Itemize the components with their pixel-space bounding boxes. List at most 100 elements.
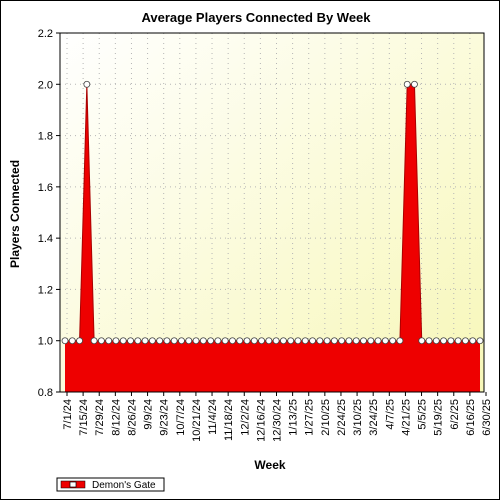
x-tick-label: 2/24/25 bbox=[336, 399, 348, 436]
data-point bbox=[258, 337, 265, 345]
data-point bbox=[469, 337, 477, 345]
data-point bbox=[309, 337, 316, 345]
legend-series-name: Demon's Gate bbox=[92, 480, 156, 491]
y-tick-label: 2.2 bbox=[38, 28, 53, 40]
data-point bbox=[454, 337, 462, 345]
x-tick-label: 11/4/24 bbox=[207, 399, 219, 435]
data-point bbox=[352, 337, 360, 345]
x-tick-label: 3/24/25 bbox=[368, 399, 380, 436]
data-point bbox=[403, 80, 411, 88]
x-tick-label: 4/7/25 bbox=[384, 399, 396, 430]
data-point bbox=[170, 337, 178, 345]
data-point bbox=[148, 337, 156, 345]
y-axis-label: Players Connected bbox=[8, 160, 22, 268]
data-point bbox=[360, 337, 367, 345]
x-tick-label: 12/16/24 bbox=[255, 399, 267, 442]
data-point bbox=[323, 337, 331, 345]
x-tick-label: 7/1/24 bbox=[62, 399, 74, 430]
data-point bbox=[294, 337, 302, 345]
x-tick-label: 6/30/25 bbox=[481, 399, 493, 436]
data-point bbox=[476, 337, 484, 345]
data-point bbox=[134, 337, 142, 345]
data-point bbox=[411, 80, 418, 88]
data-point bbox=[90, 337, 98, 345]
x-tick-label: 3/10/25 bbox=[352, 399, 364, 436]
data-point bbox=[425, 337, 433, 345]
legend: Demon's Gate bbox=[56, 477, 165, 492]
y-tick-label: 1.2 bbox=[38, 284, 53, 296]
data-point bbox=[243, 337, 251, 345]
data-point bbox=[105, 337, 113, 345]
x-tick-label: 5/5/25 bbox=[417, 399, 429, 430]
data-point bbox=[330, 337, 338, 345]
x-tick-label: 6/16/25 bbox=[465, 399, 477, 436]
legend-marker bbox=[69, 481, 77, 488]
data-point bbox=[447, 337, 455, 345]
data-point bbox=[440, 337, 447, 345]
x-tick-label: 9/23/24 bbox=[159, 399, 171, 436]
data-point bbox=[236, 337, 244, 345]
y-tick-label: 1.4 bbox=[38, 233, 53, 245]
data-point bbox=[156, 337, 164, 345]
data-point bbox=[418, 337, 426, 345]
data-point bbox=[221, 337, 229, 345]
data-point bbox=[199, 337, 207, 345]
data-point bbox=[345, 337, 353, 345]
x-tick-label: 9/9/24 bbox=[143, 399, 155, 430]
series-line bbox=[65, 83, 480, 342]
y-tick-label: 1.6 bbox=[38, 182, 53, 194]
series-area bbox=[65, 84, 480, 392]
data-point bbox=[374, 337, 382, 345]
x-tick-label: 11/18/24 bbox=[223, 399, 235, 441]
data-point bbox=[462, 337, 469, 345]
x-axis-label: Week bbox=[254, 458, 285, 472]
x-tick-label: 2/10/25 bbox=[320, 399, 332, 436]
data-point bbox=[316, 337, 324, 345]
y-tick-label: 1.0 bbox=[38, 336, 53, 348]
data-point bbox=[76, 337, 83, 345]
x-tick-label: 5/19/25 bbox=[433, 399, 445, 436]
plot-border bbox=[59, 32, 485, 393]
x-tick-label: 7/15/24 bbox=[78, 399, 90, 436]
data-point bbox=[83, 80, 91, 88]
x-tick-label: 6/2/25 bbox=[449, 399, 461, 430]
data-point bbox=[272, 337, 280, 345]
x-tick-label: 1/13/25 bbox=[288, 399, 300, 436]
data-point bbox=[250, 337, 258, 345]
data-point bbox=[119, 337, 127, 345]
data-point bbox=[287, 337, 295, 345]
data-point bbox=[280, 337, 287, 345]
data-point bbox=[389, 337, 397, 345]
data-point bbox=[396, 337, 404, 345]
data-point bbox=[207, 337, 215, 345]
data-point bbox=[192, 337, 200, 345]
data-point bbox=[141, 337, 149, 345]
x-tick-label: 12/30/24 bbox=[272, 399, 284, 442]
x-tick-label: 1/27/25 bbox=[304, 399, 316, 436]
data-point bbox=[338, 337, 346, 345]
data-point bbox=[61, 337, 69, 345]
x-tick-label: 10/21/24 bbox=[191, 399, 203, 442]
data-point bbox=[98, 337, 105, 345]
data-point bbox=[178, 337, 185, 345]
y-tick-label: 2.0 bbox=[38, 79, 53, 91]
data-point bbox=[185, 337, 193, 345]
data-point bbox=[301, 337, 309, 345]
x-tick-label: 8/12/24 bbox=[110, 399, 122, 436]
x-tick-label: 4/21/25 bbox=[400, 399, 412, 436]
data-point bbox=[265, 337, 273, 345]
data-point bbox=[381, 337, 389, 345]
data-point bbox=[163, 337, 171, 345]
chart-title: Average Players Connected By Week bbox=[141, 10, 371, 25]
data-point bbox=[112, 337, 120, 345]
data-point bbox=[229, 337, 236, 345]
data-point bbox=[367, 337, 375, 345]
x-tick-label: 8/26/24 bbox=[126, 399, 138, 436]
x-tick-label: 10/7/24 bbox=[175, 399, 187, 436]
data-point bbox=[68, 337, 76, 345]
data-point bbox=[432, 337, 440, 345]
data-point bbox=[127, 337, 134, 345]
x-tick-label: 12/2/24 bbox=[239, 399, 251, 436]
x-tick-label: 7/29/24 bbox=[94, 399, 106, 436]
